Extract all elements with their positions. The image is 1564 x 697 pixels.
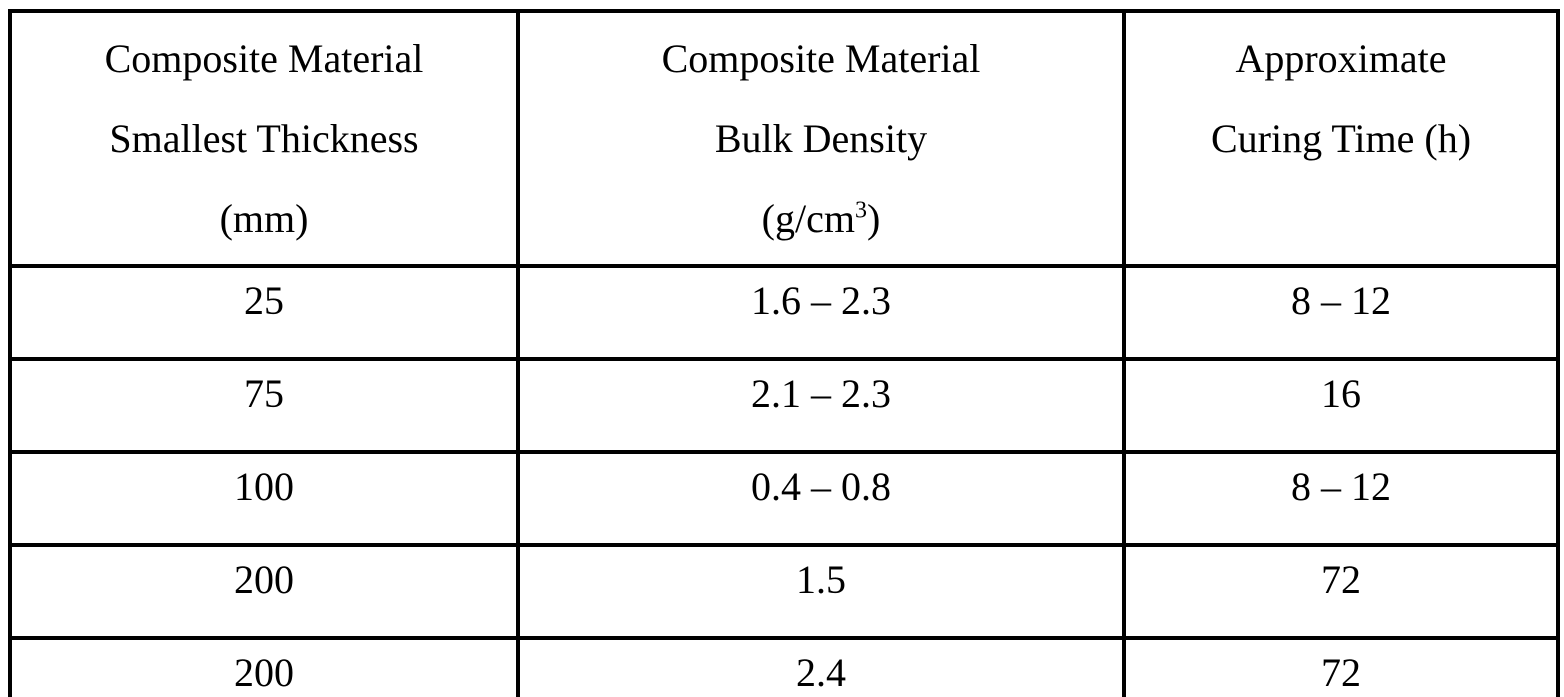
header-row: Composite Material Smallest Thickness (m…	[8, 9, 1560, 268]
table-row: 25 1.6 – 2.3 8 – 12	[8, 264, 1560, 361]
cell-thickness: 200	[8, 543, 520, 640]
header-cell-curing-time: Approximate Curing Time (h)	[1122, 9, 1560, 268]
header-line-unit: (g/cm3)	[520, 179, 1122, 259]
header-line: Approximate	[1235, 36, 1447, 81]
cell-bulk-density: 1.6 – 2.3	[516, 264, 1126, 361]
unit-prefix: (g/cm	[761, 196, 855, 241]
cell-thickness: 25	[8, 264, 520, 361]
header-line: Composite Material	[661, 36, 981, 81]
cell-curing-time: 8 – 12	[1122, 450, 1560, 547]
header-cell-smallest-thickness: Composite Material Smallest Thickness (m…	[8, 9, 520, 268]
cell-bulk-density: 2.1 – 2.3	[516, 357, 1126, 454]
composite-material-table: Composite Material Smallest Thickness (m…	[8, 9, 1560, 697]
cell-thickness: 100	[8, 450, 520, 547]
unit-suffix: )	[866, 196, 881, 241]
header-line: Curing Time (h)	[1210, 116, 1472, 161]
cell-thickness: 200	[8, 636, 520, 697]
table-row: 200 1.5 72	[8, 543, 1560, 640]
header-cell-bulk-density: Composite Material Bulk Density (g/cm3)	[516, 9, 1126, 268]
table-row: 200 2.4 72	[8, 636, 1560, 697]
header-line: (mm)	[219, 196, 309, 241]
table-row: 75 2.1 – 2.3 16	[8, 357, 1560, 454]
cell-curing-time: 8 – 12	[1122, 264, 1560, 361]
cell-bulk-density: 0.4 – 0.8	[516, 450, 1126, 547]
cell-bulk-density: 2.4	[516, 636, 1126, 697]
cell-thickness: 75	[8, 357, 520, 454]
header-line: Bulk Density	[714, 116, 928, 161]
table-row: 100 0.4 – 0.8 8 – 12	[8, 450, 1560, 547]
cell-curing-time: 72	[1122, 543, 1560, 640]
cell-curing-time: 16	[1122, 357, 1560, 454]
header-line: Composite Material	[104, 36, 424, 81]
header-line: Smallest Thickness	[109, 116, 419, 161]
cell-bulk-density: 1.5	[516, 543, 1126, 640]
cell-curing-time: 72	[1122, 636, 1560, 697]
unit-superscript: 3	[854, 197, 867, 224]
